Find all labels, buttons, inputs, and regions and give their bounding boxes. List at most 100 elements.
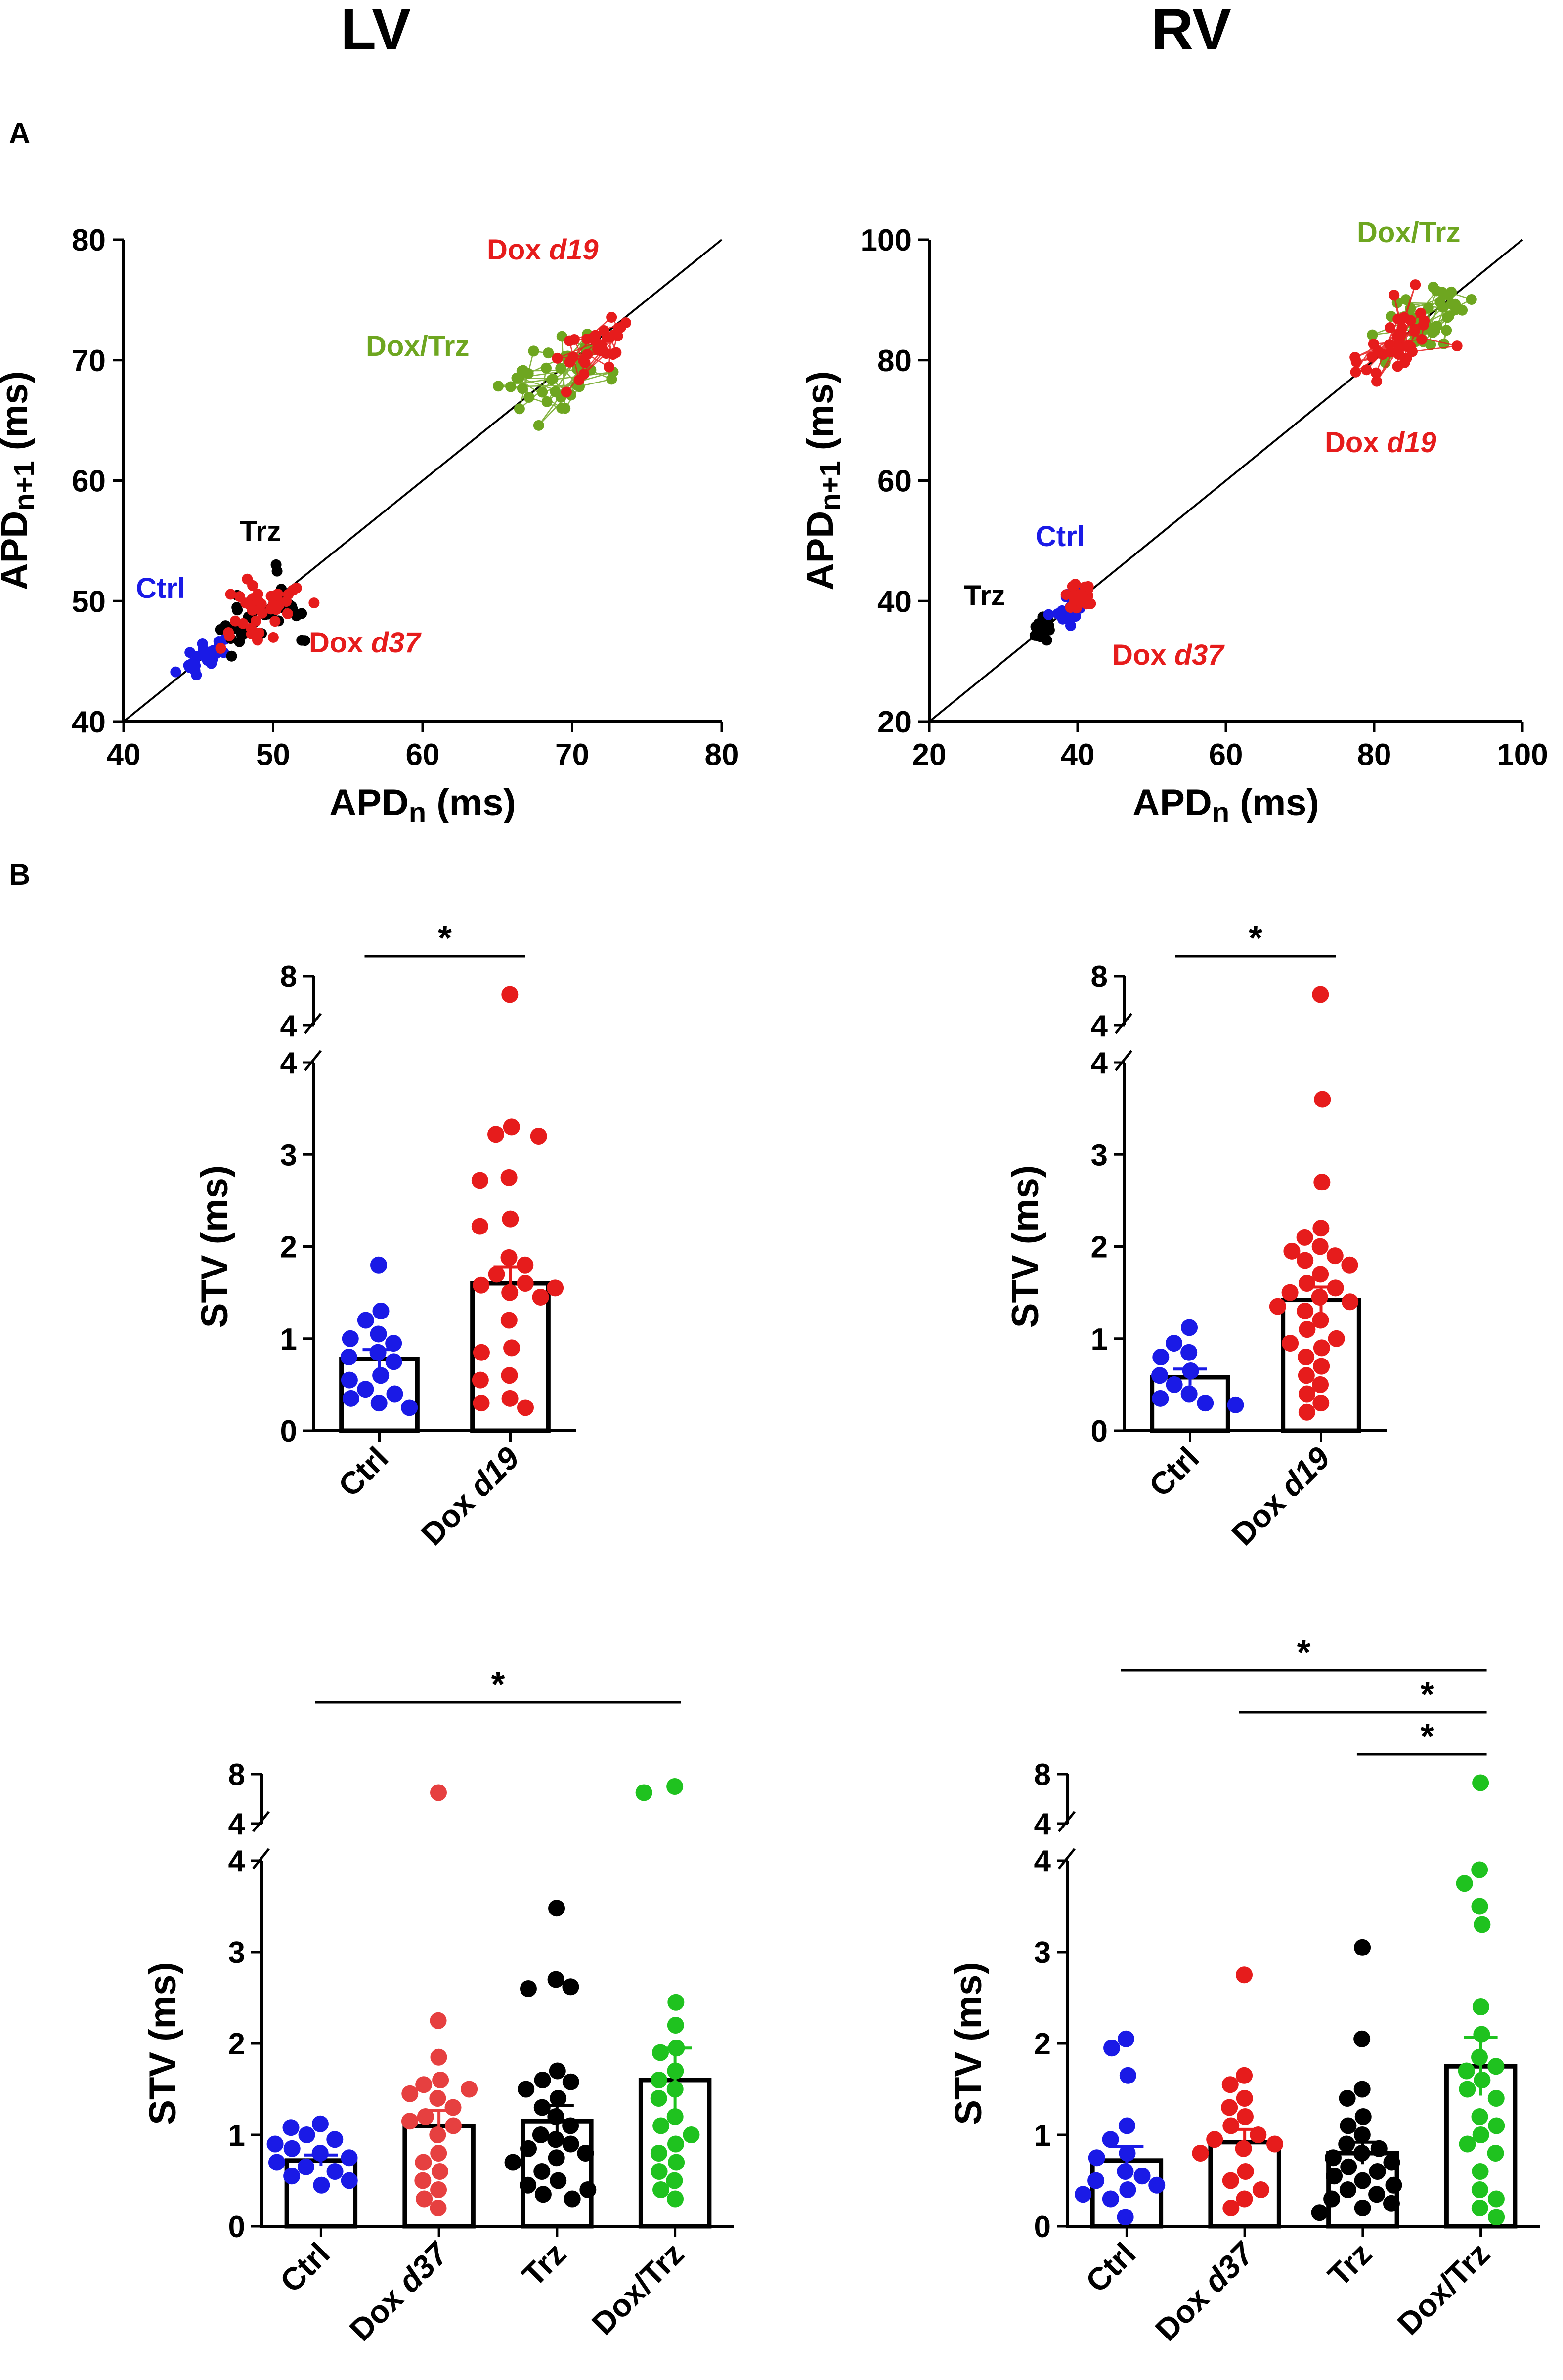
data-point (547, 2108, 564, 2125)
data-point (372, 1302, 390, 1319)
data-point (1282, 1335, 1299, 1352)
data-point (268, 2154, 285, 2171)
data-point (1487, 2058, 1505, 2075)
data-point (1298, 1367, 1315, 1384)
data-point (369, 1344, 387, 1361)
data-point (1222, 2117, 1240, 2134)
data-point (370, 1256, 388, 1274)
cluster-point-3-24 (550, 386, 561, 397)
data-point (667, 2017, 684, 2034)
x-tick-label: 60 (406, 738, 440, 772)
data-point (564, 2190, 581, 2208)
data-point (401, 1399, 418, 1416)
data-point (1471, 2200, 1488, 2216)
data-point (1471, 2181, 1488, 2198)
cluster-point-2-1 (308, 597, 320, 609)
data-point (1342, 1293, 1359, 1311)
cluster-point-4-22 (1349, 352, 1361, 363)
data-point (1148, 2176, 1166, 2194)
y-tick-label: 1 (228, 2119, 245, 2153)
cluster-point-3-37 (518, 365, 529, 376)
poincare-poincare_rv: 20 40 60 80 100 20 40 60 80 100 APDn (ms) APDn+1 (m… (799, 216, 1548, 829)
data-point (297, 2158, 314, 2175)
cluster-point-4-13 (1385, 322, 1396, 333)
data-point (1312, 986, 1329, 1003)
y-tick-label: 4 (228, 1844, 246, 1878)
cluster-point-4-37 (1393, 342, 1405, 353)
data-point (1488, 2117, 1505, 2134)
data-point (517, 1399, 534, 1416)
data-point (385, 1335, 402, 1352)
data-point (652, 2181, 670, 2198)
x-tick-label: 80 (705, 738, 739, 772)
data-point (282, 2119, 300, 2136)
cluster-point-2-20 (245, 623, 257, 634)
y-tick-label: 4 (1091, 1046, 1108, 1080)
data-point (1472, 2126, 1489, 2143)
data-point (1311, 1238, 1329, 1255)
data-point (1087, 2172, 1105, 2189)
cluster-point-2-24 (225, 589, 236, 600)
axis-break-mark (252, 1848, 270, 1870)
cluster-point-2-31 (223, 630, 235, 641)
cluster-point-3-6 (547, 373, 559, 384)
category-label: Trz (515, 2236, 572, 2293)
cluster-point-4-23 (1384, 339, 1395, 350)
data-point (1222, 2172, 1239, 2189)
poincare-poincare_lv: 40 50 60 70 80 40 50 60 70 80 APDn (ms) APDn+1 (ms)… (0, 223, 738, 829)
data-point (1269, 1298, 1286, 1315)
data-point (429, 2090, 446, 2107)
cluster-point-3-22 (1450, 298, 1461, 310)
data-point (1152, 1390, 1169, 1407)
data-point (1103, 2040, 1121, 2057)
cluster-point-0-16 (170, 666, 181, 678)
data-point (357, 1312, 374, 1329)
data-point (1181, 1319, 1198, 1336)
data-point (472, 1371, 489, 1389)
data-point (530, 1128, 547, 1145)
data-point (1222, 2200, 1240, 2216)
y-axis-title: STV (ms) (1004, 1165, 1046, 1328)
x-tick-label: 60 (1209, 738, 1243, 772)
data-point (520, 2140, 537, 2157)
data-point (547, 1279, 564, 1297)
data-point (430, 2012, 447, 2029)
cluster-point-1-20 (296, 635, 307, 646)
data-point (1297, 1302, 1314, 1319)
significance-star: * (438, 919, 452, 958)
data-point (372, 1367, 390, 1384)
data-point (518, 2081, 535, 2098)
cluster-point-1-37 (296, 608, 307, 619)
data-point (430, 2200, 447, 2216)
cluster-point-4-36 (1406, 346, 1418, 357)
cluster-point-3-7 (493, 381, 504, 392)
data-point (502, 1210, 519, 1228)
cluster-point-3-34 (1441, 325, 1452, 336)
y-tick-label: 60 (72, 465, 106, 499)
cluster-point-2-35 (230, 615, 241, 627)
data-point (635, 1784, 652, 1801)
data-point (1473, 2026, 1490, 2043)
panel-label-b: B (9, 858, 30, 891)
data-point (1312, 1376, 1329, 1393)
cluster-point-2-39 (267, 632, 279, 643)
cluster-point-4-27 (1350, 366, 1361, 378)
data-point (1299, 1385, 1316, 1402)
data-point (417, 2108, 434, 2125)
data-point (313, 2176, 330, 2194)
y-tick-label: 3 (280, 1138, 297, 1172)
data-point (1488, 2209, 1505, 2226)
data-point (1312, 1220, 1330, 1237)
data-point (1456, 1875, 1473, 1892)
category-label: Ctrl (273, 2236, 337, 2299)
data-point (1459, 2081, 1476, 2098)
data-point (500, 1249, 518, 1266)
data-point (562, 2117, 579, 2134)
data-point (1102, 2190, 1119, 2208)
data-point (668, 2154, 685, 2171)
data-point (340, 1349, 357, 1365)
cluster-point-3-0 (541, 362, 552, 374)
cluster-point-4-19 (567, 351, 579, 363)
cluster-point-4-21 (1409, 323, 1421, 335)
